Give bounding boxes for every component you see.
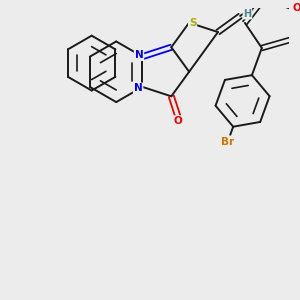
Text: Br: Br: [221, 136, 234, 147]
Text: O: O: [293, 3, 300, 13]
Text: N: N: [135, 50, 143, 60]
Text: N: N: [134, 83, 142, 93]
Text: S: S: [189, 18, 196, 28]
Text: H: H: [243, 9, 251, 19]
Text: O: O: [173, 116, 182, 126]
